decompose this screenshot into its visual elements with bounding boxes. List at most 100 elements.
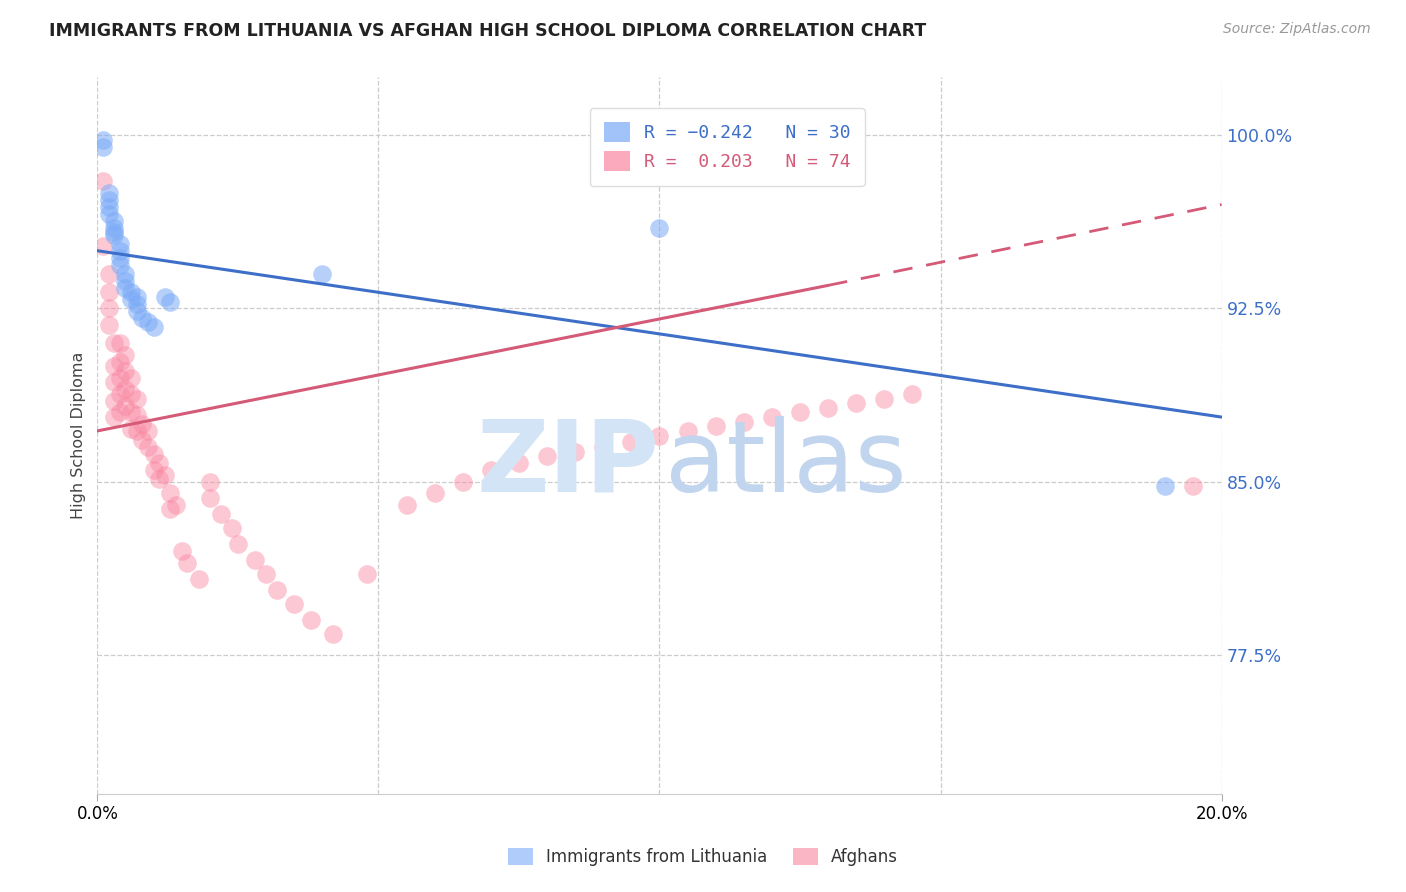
Point <box>108 244 131 258</box>
Point <box>131 310 153 325</box>
Point <box>125 392 148 406</box>
Point <box>356 567 378 582</box>
Point <box>198 475 221 489</box>
Point <box>103 336 125 351</box>
Point <box>103 220 125 235</box>
Point <box>243 553 266 567</box>
Point <box>676 424 699 438</box>
Point <box>789 405 811 419</box>
Point <box>704 419 727 434</box>
Point <box>97 200 120 214</box>
Point <box>120 405 142 419</box>
Point <box>125 290 148 304</box>
Point <box>153 290 176 304</box>
Point <box>648 220 671 235</box>
Point <box>103 359 125 374</box>
Point <box>103 213 125 227</box>
Point <box>451 475 474 489</box>
Point <box>845 396 868 410</box>
Point <box>873 392 896 406</box>
Point <box>125 297 148 311</box>
Point <box>91 239 114 253</box>
Point <box>97 285 120 300</box>
Text: ZIP: ZIP <box>477 416 659 513</box>
Point <box>97 207 120 221</box>
Point <box>114 281 136 295</box>
Point <box>103 227 125 242</box>
Point <box>103 393 125 408</box>
Point <box>120 422 142 436</box>
Point <box>125 424 148 438</box>
Point <box>142 447 165 461</box>
Point <box>120 371 142 385</box>
Text: atlas: atlas <box>665 416 907 513</box>
Point <box>136 424 159 438</box>
Point <box>108 371 131 385</box>
Point <box>620 435 643 450</box>
Point <box>120 285 142 300</box>
Point <box>170 544 193 558</box>
Point <box>299 614 322 628</box>
Point <box>1154 479 1177 493</box>
Point <box>142 320 165 334</box>
Point <box>153 467 176 482</box>
Point <box>159 502 181 516</box>
Point <box>423 486 446 500</box>
Point <box>97 267 120 281</box>
Point <box>108 405 131 419</box>
Point <box>221 521 243 535</box>
Point <box>159 486 181 500</box>
Point <box>114 364 136 378</box>
Point <box>103 410 125 425</box>
Point <box>283 597 305 611</box>
Point <box>114 348 136 362</box>
Point <box>120 292 142 306</box>
Point <box>108 236 131 251</box>
Point <box>91 140 114 154</box>
Text: Source: ZipAtlas.com: Source: ZipAtlas.com <box>1223 22 1371 37</box>
Point <box>254 567 277 582</box>
Point <box>187 572 209 586</box>
Point <box>648 428 671 442</box>
Point <box>108 251 131 265</box>
Point <box>508 456 530 470</box>
Point <box>97 193 120 207</box>
Point <box>114 267 136 281</box>
Point <box>108 336 131 351</box>
Point <box>311 267 333 281</box>
Point <box>136 440 159 454</box>
Point <box>226 537 249 551</box>
Point <box>148 456 170 470</box>
Point <box>536 450 558 464</box>
Point <box>165 498 187 512</box>
Point <box>97 186 120 200</box>
Legend: R = −0.242   N = 30, R =  0.203   N = 74: R = −0.242 N = 30, R = 0.203 N = 74 <box>589 108 865 186</box>
Point <box>108 258 131 272</box>
Legend: Immigrants from Lithuania, Afghans: Immigrants from Lithuania, Afghans <box>499 840 907 875</box>
Point <box>97 318 120 332</box>
Point <box>209 507 232 521</box>
Point <box>733 415 755 429</box>
Point <box>125 303 148 318</box>
Point <box>125 408 148 422</box>
Text: IMMIGRANTS FROM LITHUANIA VS AFGHAN HIGH SCHOOL DIPLOMA CORRELATION CHART: IMMIGRANTS FROM LITHUANIA VS AFGHAN HIGH… <box>49 22 927 40</box>
Point <box>761 410 783 425</box>
Point <box>592 440 614 454</box>
Point <box>479 463 502 477</box>
Point <box>136 315 159 329</box>
Point <box>131 417 153 431</box>
Point <box>120 387 142 401</box>
Point <box>114 274 136 288</box>
Point <box>103 376 125 390</box>
Point <box>103 225 125 239</box>
Point <box>148 473 170 487</box>
Point <box>817 401 839 415</box>
Y-axis label: High School Diploma: High School Diploma <box>72 351 86 519</box>
Point <box>97 301 120 316</box>
Point <box>266 583 288 598</box>
Point <box>1182 479 1205 493</box>
Point <box>114 399 136 413</box>
Point <box>108 354 131 368</box>
Point <box>901 387 924 401</box>
Point <box>91 133 114 147</box>
